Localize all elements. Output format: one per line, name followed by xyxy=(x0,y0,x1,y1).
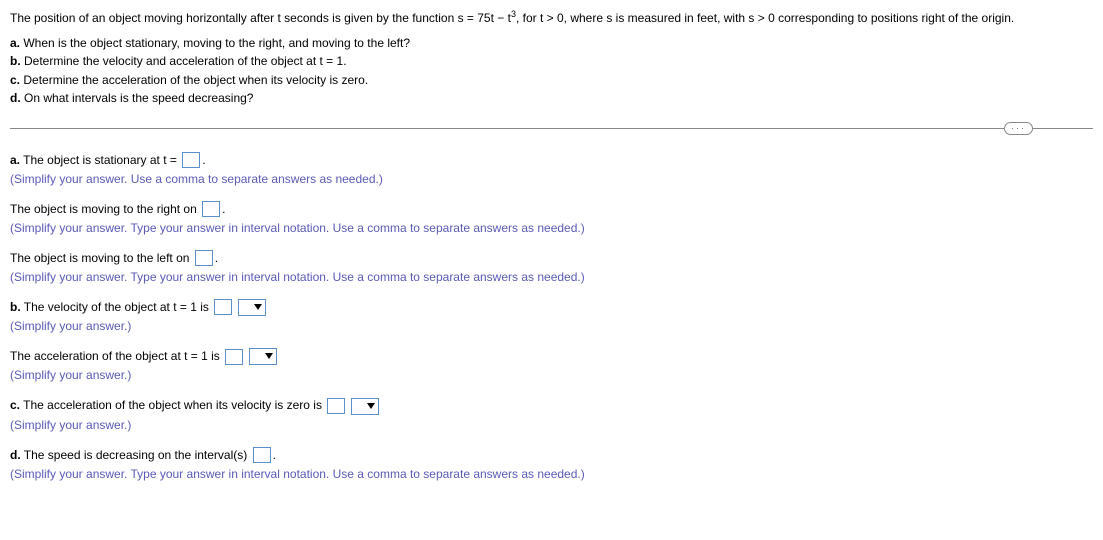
answer-a1-hint: (Simplify your answer. Use a comma to se… xyxy=(10,170,1093,188)
problem-statement: The position of an object moving horizon… xyxy=(10,8,1093,27)
part-b-label: b. xyxy=(10,54,21,68)
answer-c-label: c. xyxy=(10,398,20,412)
answer-a-stationary: a. The object is stationary at t = . (Si… xyxy=(10,151,1093,188)
answer-b1-pre: The velocity of the object at t = 1 is xyxy=(21,300,213,314)
part-d-text: On what intervals is the speed decreasin… xyxy=(21,91,254,105)
part-c: c. Determine the acceleration of the obj… xyxy=(10,72,1093,89)
answer-c-acceleration: c. The acceleration of the object when i… xyxy=(10,396,1093,433)
answer-a-right: The object is moving to the right on . (… xyxy=(10,200,1093,237)
answer-a3-post: . xyxy=(215,251,218,265)
answer-c1-hint: (Simplify your answer.) xyxy=(10,416,1093,434)
answer-c1-input[interactable] xyxy=(327,398,345,414)
answer-d1-input[interactable] xyxy=(253,447,271,463)
answer-d-label: d. xyxy=(10,448,21,462)
answer-b1-unit-select[interactable] xyxy=(238,299,266,316)
part-a-label: a. xyxy=(10,36,20,50)
answer-b2-unit-select[interactable] xyxy=(249,348,277,365)
part-d: d. On what intervals is the speed decrea… xyxy=(10,90,1093,107)
answer-b-label: b. xyxy=(10,300,21,314)
answer-a2-hint: (Simplify your answer. Type your answer … xyxy=(10,219,1093,237)
answer-a3-hint: (Simplify your answer. Type your answer … xyxy=(10,268,1093,286)
part-b: b. Determine the velocity and accelerati… xyxy=(10,53,1093,70)
part-c-label: c. xyxy=(10,73,20,87)
part-d-label: d. xyxy=(10,91,21,105)
section-divider: ··· xyxy=(10,128,1093,129)
answer-a3-pre: The object is moving to the left on xyxy=(10,251,193,265)
divider-line xyxy=(10,128,1093,129)
answer-a2-input[interactable] xyxy=(202,201,220,217)
part-c-text: Determine the acceleration of the object… xyxy=(20,73,368,87)
answer-b-acceleration: The acceleration of the object at t = 1 … xyxy=(10,347,1093,384)
answer-c1-pre: The acceleration of the object when its … xyxy=(20,398,325,412)
answer-b-velocity: b. The velocity of the object at t = 1 i… xyxy=(10,298,1093,335)
chevron-down-icon xyxy=(367,403,375,409)
answer-b1-hint: (Simplify your answer.) xyxy=(10,317,1093,335)
ellipsis-button[interactable]: ··· xyxy=(1004,122,1033,135)
answer-a2-pre: The object is moving to the right on xyxy=(10,202,200,216)
answer-b1-input[interactable] xyxy=(214,299,232,315)
answer-a1-pre: The object is stationary at t = xyxy=(20,153,180,167)
problem-intro-pre: The position of an object moving horizon… xyxy=(10,11,511,25)
answer-b2-hint: (Simplify your answer.) xyxy=(10,366,1093,384)
answer-d-intervals: d. The speed is decreasing on the interv… xyxy=(10,446,1093,483)
answer-b2-input[interactable] xyxy=(225,349,243,365)
part-b-text: Determine the velocity and acceleration … xyxy=(21,54,347,68)
problem-parts: a. When is the object stationary, moving… xyxy=(10,35,1093,108)
answer-a-left: The object is moving to the left on . (S… xyxy=(10,249,1093,286)
answer-a2-post: . xyxy=(222,202,225,216)
answer-b2-pre: The acceleration of the object at t = 1 … xyxy=(10,349,223,363)
part-a-text: When is the object stationary, moving to… xyxy=(20,36,410,50)
answer-d1-post: . xyxy=(273,448,276,462)
part-a: a. When is the object stationary, moving… xyxy=(10,35,1093,52)
answer-a3-input[interactable] xyxy=(195,250,213,266)
chevron-down-icon xyxy=(265,353,273,359)
answer-d1-hint: (Simplify your answer. Type your answer … xyxy=(10,465,1093,483)
answer-a1-input[interactable] xyxy=(182,152,200,168)
answer-c1-unit-select[interactable] xyxy=(351,398,379,415)
answer-a1-post: . xyxy=(202,153,205,167)
answer-a-label: a. xyxy=(10,153,20,167)
chevron-down-icon xyxy=(254,304,262,310)
answer-d1-pre: The speed is decreasing on the interval(… xyxy=(21,448,251,462)
problem-intro-post: , for t > 0, where s is measured in feet… xyxy=(516,11,1014,25)
